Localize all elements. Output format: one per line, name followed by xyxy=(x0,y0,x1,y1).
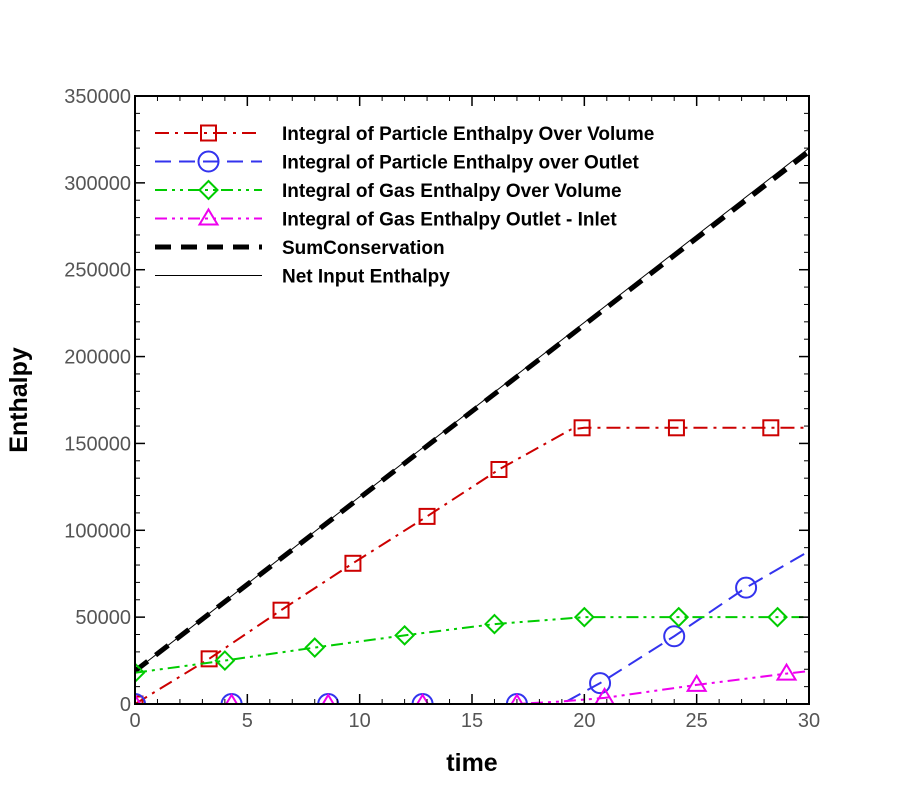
y-tick-label-4: 200000 xyxy=(64,347,131,369)
data-point-3-0 xyxy=(135,693,142,704)
data-point-0-7 xyxy=(667,419,685,437)
data-point-0-8 xyxy=(762,419,780,437)
series-line-4 xyxy=(135,149,809,673)
data-point-2-2 xyxy=(304,637,326,658)
series-0 xyxy=(135,419,809,704)
data-point-0-2 xyxy=(272,601,290,619)
y-tick-label-2: 100000 xyxy=(64,520,131,542)
series-line-0 xyxy=(135,426,809,704)
y-tick-label-5: 250000 xyxy=(64,260,131,282)
x-tick-label-3: 15 xyxy=(461,710,483,732)
data-point-0-5 xyxy=(490,460,508,478)
data-point-2-1 xyxy=(214,650,236,671)
data-point-2-6 xyxy=(668,606,690,628)
legend-label-5: Net Input Enthalpy xyxy=(282,267,450,288)
data-point-1-5 xyxy=(589,672,612,695)
data-point-2-7 xyxy=(767,606,788,628)
ticks-layer: 0 5 10 15 20 25 30 0 50000 100000 150000 200000 2500… xyxy=(64,86,820,732)
legend-label-4: SumConservation xyxy=(282,238,445,259)
data-point-1-7 xyxy=(735,576,758,599)
data-point-3-6 xyxy=(685,673,708,692)
data-point-2-5 xyxy=(573,606,595,628)
y-tick-label-6: 300000 xyxy=(64,173,131,195)
data-point-0-6 xyxy=(573,419,591,437)
y-tick-label-3: 150000 xyxy=(64,433,131,455)
data-point-2-0 xyxy=(135,662,146,684)
x-tick-label-4: 20 xyxy=(573,710,595,732)
x-tick-label-5: 25 xyxy=(686,710,708,732)
legend-marker-0 xyxy=(200,124,217,142)
series-4 xyxy=(135,149,809,673)
data-point-2-3 xyxy=(394,624,416,646)
legend-marker-2 xyxy=(198,179,219,201)
data-point-1-6 xyxy=(663,625,686,648)
data-point-3-7 xyxy=(775,662,798,681)
data-point-0-4 xyxy=(418,507,436,525)
legend-marker-3 xyxy=(197,207,220,226)
legend-label-2: Integral of Gas Enthalpy Over Volume xyxy=(282,181,622,202)
series-2 xyxy=(135,606,809,684)
data-point-3-1 xyxy=(225,693,239,704)
legend-label-0: Integral of Particle Enthalpy Over Volum… xyxy=(282,124,654,145)
legend-marker-1 xyxy=(197,150,220,173)
y-tick-label-7: 350000 xyxy=(64,86,131,108)
x-tick-label-0: 0 xyxy=(129,710,140,732)
x-tick-label-2: 10 xyxy=(349,710,371,732)
data-point-2-4 xyxy=(484,613,505,635)
y-axis-title: Enthalpy xyxy=(5,347,33,453)
x-axis-title: time xyxy=(446,749,498,777)
legend-label-1: Integral of Particle Enthalpy over Outle… xyxy=(282,153,640,174)
legend-label-3: Integral of Gas Enthalpy Outlet - Inlet xyxy=(282,210,617,231)
x-tick-label-1: 5 xyxy=(242,710,253,732)
series-line-1 xyxy=(135,550,809,704)
series-line-2 xyxy=(135,616,809,674)
legend: Integral of Particle Enthalpy Over Volum… xyxy=(155,124,654,288)
x-tick-label-6: 30 xyxy=(798,710,820,732)
y-tick-label-0: 0 xyxy=(120,694,131,716)
data-point-0-3 xyxy=(344,554,362,572)
data-point-3-4 xyxy=(510,693,524,704)
data-point-3-2 xyxy=(321,693,335,704)
y-tick-label-1: 50000 xyxy=(75,607,131,629)
